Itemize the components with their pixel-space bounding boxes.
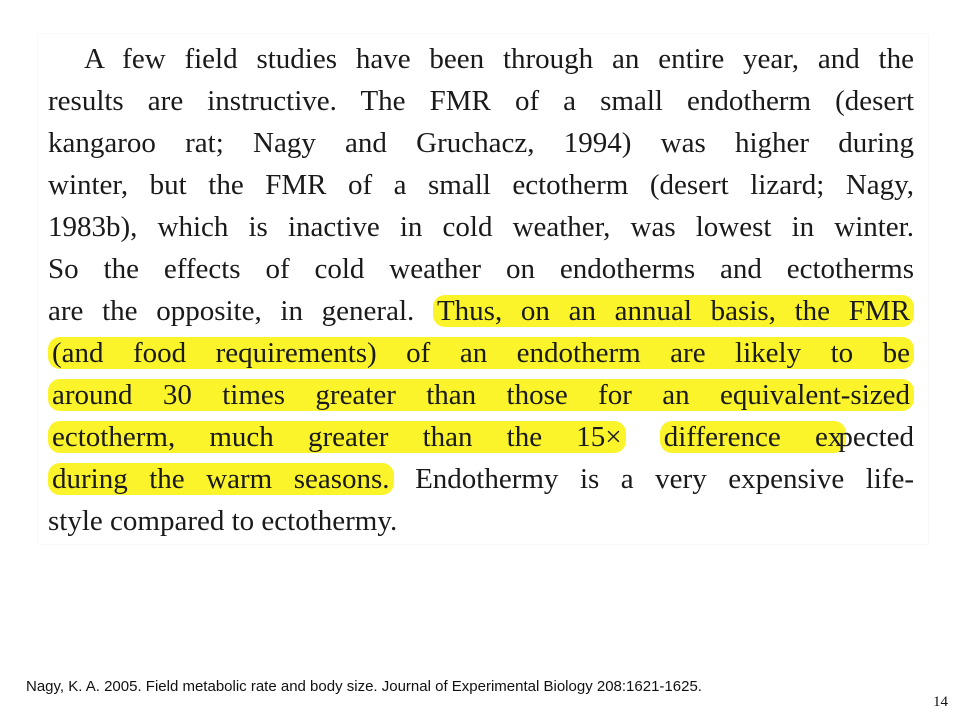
line-11-text: Endothermy is a very expensive life- <box>415 463 914 495</box>
excerpt-line-3: kangaroo rat; Nagy and Gruchacz, 1994) w… <box>48 127 914 159</box>
citation: Nagy, K. A. 2005. Field metabolic rate a… <box>26 678 702 695</box>
highlighted-text: ectotherm, much greater than the 15× <box>48 421 626 453</box>
excerpt-line-7: are the opposite, in general. Thus, on a… <box>48 290 914 332</box>
excerpt-line-2: results are instructive. The FMR of a sm… <box>48 85 914 117</box>
highlighted-text: around 30 times greater than those for a… <box>48 379 914 411</box>
excerpt-line-11: during the warm seasons. Endothermy is a… <box>48 458 914 500</box>
highlighted-text: Thus, on an annual basis, the FMR <box>432 295 914 327</box>
text-excerpt: A few field studies have been through an… <box>38 34 928 544</box>
highlighted-text: (and food requirements) of an endotherm … <box>48 337 914 369</box>
excerpt-line-9: around 30 times greater than those for a… <box>48 374 914 416</box>
excerpt-line-8: (and food requirements) of an endotherm … <box>48 332 914 374</box>
excerpt-line-6: So the effects of cold weather on endoth… <box>48 253 914 285</box>
highlighted-text: difference ex <box>659 421 847 453</box>
highlighted-text: during the warm seasons. <box>48 463 394 495</box>
excerpt-line-5: 1983b), which is inactive in cold weathe… <box>48 211 914 243</box>
excerpt-line-12: style compared to ectothermy. <box>48 505 398 537</box>
excerpt-line-10: ectotherm, much greater than the 15× dif… <box>48 416 914 458</box>
line-7-text: are the opposite, in general. <box>48 295 415 327</box>
line-10-text: pected <box>838 421 914 453</box>
page-number: 14 <box>933 694 948 710</box>
excerpt-line-1: A few field studies have been through an… <box>84 43 914 75</box>
excerpt-line-4: winter, but the FMR of a small ectotherm… <box>48 169 914 201</box>
